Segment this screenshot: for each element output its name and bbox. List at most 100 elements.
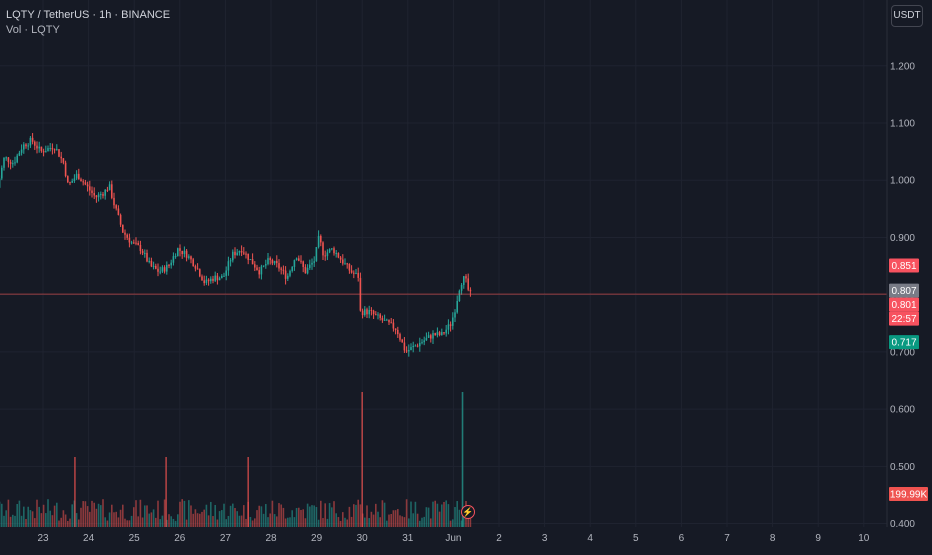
candle-body [351,270,353,272]
volume-bar [190,505,192,527]
candle-body [45,151,47,152]
volume-bar [8,500,10,527]
candle-body [197,269,199,270]
volume-bar [448,504,450,527]
volume-bar [430,518,432,527]
volume-bar [85,501,87,527]
candle-body [30,138,32,146]
volume-bar [287,518,289,527]
lightning-icon[interactable]: ⚡ [461,505,475,519]
symbol-title[interactable]: LQTY / TetherUS · 1h · BINANCE [6,8,170,23]
candle-body [168,265,170,266]
candle-body [316,247,318,261]
volume-bar [331,507,333,527]
candle-body [344,263,346,264]
volume-bar [89,512,91,527]
candle-body [32,138,34,142]
candle-body [93,193,95,195]
candle-body [219,278,221,280]
candle-body [327,252,329,256]
candle-body [454,312,456,317]
volume-bar [87,506,89,527]
candle-body [318,236,320,247]
volume-bar [250,517,252,527]
candle-body [434,333,436,335]
candle-body [21,149,23,152]
volume-legend[interactable]: Vol · LQTY [6,23,170,38]
volume-spike [247,457,249,527]
candle-body [74,178,76,181]
grid-lines [0,0,887,527]
candle-body [155,266,157,269]
volume-label: 199.99K [890,490,928,501]
volume-bar [43,505,45,527]
x-tick-label: 9 [815,533,821,544]
volume-bar [195,509,197,527]
volume-bar [349,507,351,527]
volume-bar [388,515,390,527]
candle-body [107,190,109,191]
candle-body [368,310,370,314]
volume-bar [384,503,386,527]
currency-button[interactable]: USDT [891,5,923,27]
volume-bar [421,518,423,527]
candle-body [78,174,80,179]
candle-body [465,276,467,278]
volume-bar [175,521,177,527]
volume-spike [165,457,167,527]
x-tick-label: 5 [633,533,639,544]
symbol-legend[interactable]: LQTY / TetherUS · 1h · BINANCE Vol · LQT… [6,8,170,38]
x-tick-label: Jun [445,533,461,544]
volume-bar [63,510,65,527]
volume-bar [423,517,425,527]
candle-body [265,264,267,265]
volume-bar [12,515,14,527]
y-tick-label: 0.400 [890,519,915,530]
candle-body [470,290,472,292]
volume-bar [353,504,355,527]
volume-bar [296,508,298,527]
candle-body [131,242,133,243]
volume-spike [361,392,363,527]
volume-bar [272,501,274,527]
candle-body [324,255,326,256]
candle-body [322,242,324,255]
volume-bar [366,505,368,527]
candle-body [329,249,331,252]
candle-body [362,311,364,315]
candle-body [252,259,254,264]
candle-body [437,332,439,335]
candle-body [377,314,379,315]
candle-body [397,330,399,334]
candle-body [272,260,274,263]
candle-body [331,248,333,249]
candle-body [162,267,164,271]
volume-bar [54,506,56,527]
candle-body [338,253,340,258]
candle-body [349,264,351,271]
volume-bar [188,500,190,527]
candle-body [54,149,56,150]
candle-body [393,323,395,329]
volume-bar [395,510,397,527]
candle-body [395,329,397,330]
candle-body [335,253,337,254]
volume-bar [445,500,447,527]
candle-body [342,260,344,264]
y-tick-label: 0.500 [890,462,915,473]
candle-body [87,184,89,186]
candle-body [399,334,401,340]
volume-bar [382,500,384,527]
x-tick-label: 26 [174,533,186,544]
volume-bar [93,503,95,527]
candle-body [96,195,98,197]
candle-body [14,162,16,163]
volume-bar [124,519,126,527]
x-tick-label: 31 [402,533,414,544]
candle-body [113,198,115,205]
volume-bar [415,502,417,527]
volume-bar [408,518,410,527]
